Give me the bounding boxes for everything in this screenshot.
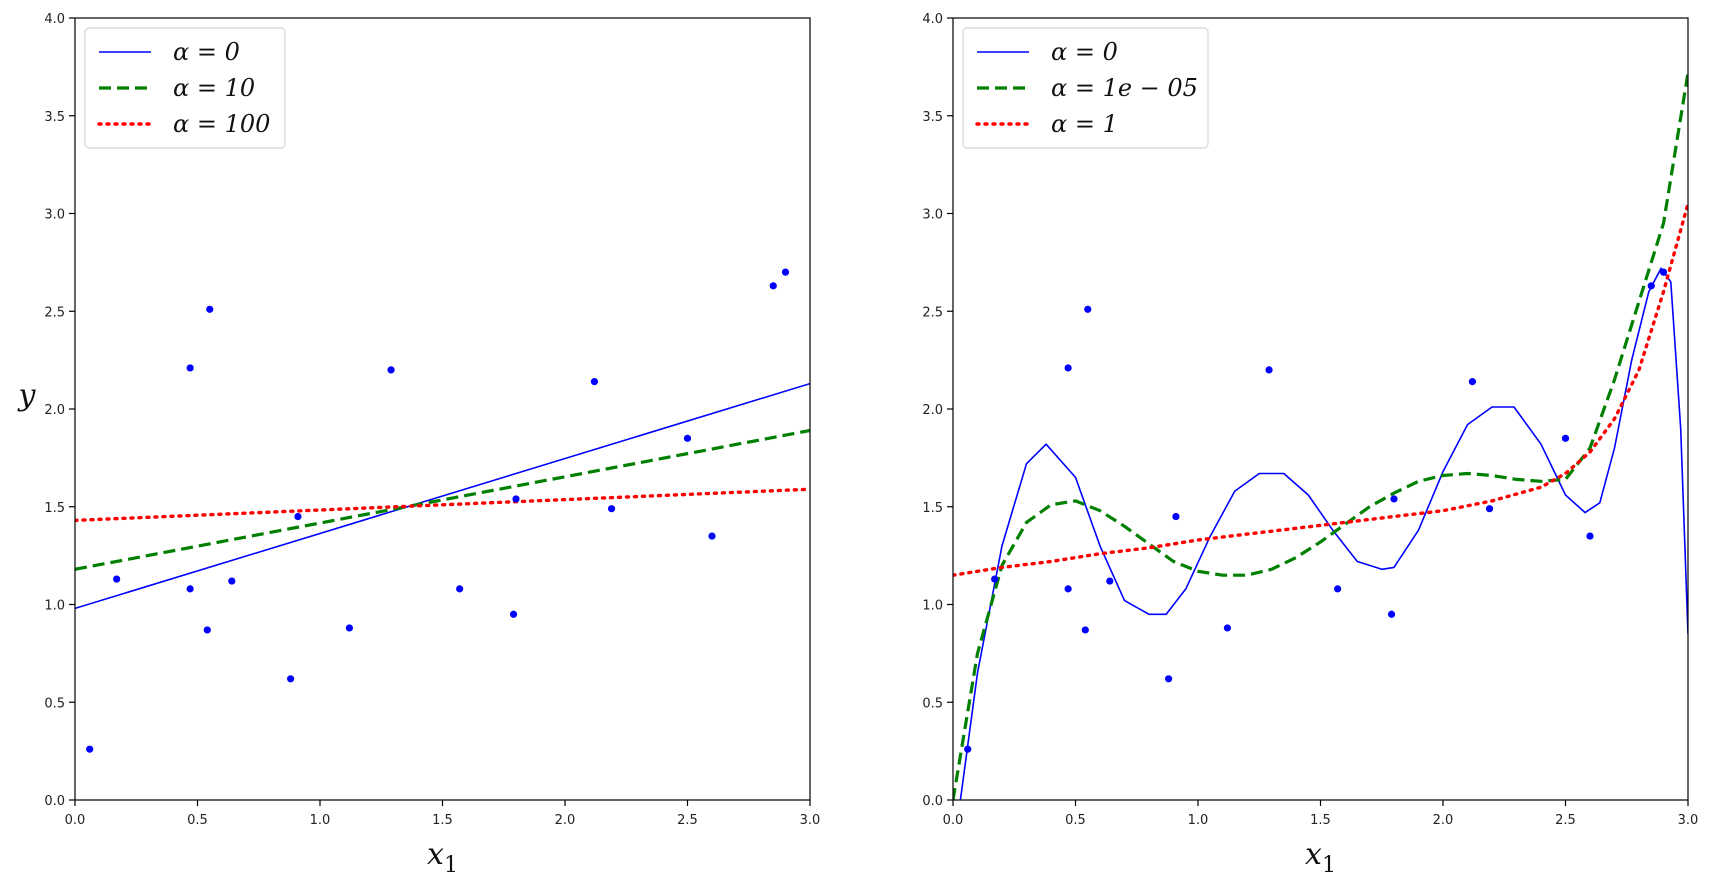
left-chart-panel: 0.0 0.5 1.0 1.5 2.0 2.5 3.0 0.0 0.5 1.0 1.5 2.0 2.5 3… [17,12,821,878]
series-line-solid [959,267,1688,800]
data-point [1064,585,1072,593]
plot-area [953,72,1688,800]
legend-label: α = 1e − 05 [1051,74,1198,102]
data-point [1334,585,1342,593]
data-point [345,624,353,632]
y-tick-label: 0.5 [922,696,943,711]
data-point [1387,610,1396,618]
data-point [607,505,616,513]
x-tick-label: 0.5 [187,813,208,828]
y-tick-label: 1.5 [922,501,943,516]
y-tick-label: 0.5 [44,696,65,711]
data-point [1265,366,1273,374]
y-tick-label: 3.0 [922,208,943,223]
right-chart-panel: 0.0 0.5 1.0 1.5 2.0 2.5 3.0 0.0 0.5 1.0 1.5 2.0 2.5 3… [922,12,1698,878]
data-point [769,282,777,290]
y-tick-label: 3.0 [44,208,65,223]
data-point [1165,675,1173,683]
x-tick-label: 2.5 [677,813,698,828]
x-tick-label: 0.5 [1065,813,1086,828]
data-point [1586,532,1594,540]
legend: α = 0 α = 1e − 05 α = 1 [962,27,1209,149]
data-point [387,366,395,374]
data-point [964,745,972,753]
data-point [1106,577,1114,585]
x-tick-label: 3.0 [1678,813,1699,828]
x-tick-label: 1.0 [310,813,331,828]
y-tick-label: 0.0 [922,794,943,809]
data-point [186,585,194,593]
x-axis-label-subscript: 1 [444,853,458,878]
x-tick-label: 2.0 [555,813,576,828]
x-tick-label: 1.0 [1188,813,1209,828]
y-tick-label: 0.0 [44,794,65,809]
data-point [113,575,121,583]
plot-area [75,268,810,753]
y-tick-label: 3.5 [922,110,943,125]
x-tick-label: 2.0 [1433,813,1454,828]
legend-label: α = 10 [173,74,255,102]
data-point [206,305,214,313]
data-point [86,745,94,753]
data-point [228,577,236,585]
data-point [991,575,999,583]
data-point [708,532,716,540]
x-axis-label: x1 [1305,837,1336,878]
legend-box [962,27,1209,149]
data-point [203,626,211,634]
data-point [186,364,194,372]
series-line-dotted [75,487,810,523]
data-point [287,675,295,683]
legend-label: α = 1 [1051,110,1118,138]
data-point [683,434,692,442]
y-tick-label: 2.0 [922,403,943,418]
data-point [294,512,302,521]
data-point [456,585,464,593]
legend-label: α = 0 [173,38,240,66]
x-tick-label: 1.5 [432,813,453,828]
data-point [1485,505,1494,513]
data-point [1659,268,1668,276]
y-tick-label: 2.0 [44,403,65,418]
data-point [1561,434,1570,442]
x-tick-label: 1.5 [1310,813,1331,828]
x-tick-label: 0.0 [65,813,86,828]
y-tick-label: 2.5 [922,305,943,320]
data-point [1223,624,1231,632]
y-tick-label: 4.0 [44,12,65,27]
x-axis-label: x1 [427,837,458,878]
data-point [1468,378,1476,386]
y-tick-label: 4.0 [922,12,943,27]
x-tick-label: 2.5 [1555,813,1576,828]
series-line-dashed [953,72,1688,800]
data-point [1647,282,1655,290]
series-line-dotted [953,202,1688,577]
x-axis-label-subscript: 1 [1322,853,1336,878]
y-axis-label: y [17,378,37,413]
legend-label: α = 100 [173,110,270,138]
data-point [1172,512,1180,521]
data-point [512,495,520,503]
series-line-solid [75,382,810,610]
legend: α = 0 α = 10 α = 100 [84,27,286,149]
data-point [509,610,518,618]
y-tick-label: 2.5 [44,305,65,320]
y-tick-label: 1.0 [922,599,943,614]
data-point [781,268,790,276]
y-tick-label: 1.5 [44,501,65,516]
legend-label: α = 0 [1051,38,1118,66]
data-point [1390,495,1398,503]
x-tick-label: 0.0 [943,813,964,828]
data-point [1081,626,1089,634]
y-tick-label: 3.5 [44,110,65,125]
legend-box [84,27,286,149]
data-point [1084,305,1092,313]
series-line-dashed [75,428,810,571]
data-point [1064,364,1072,372]
x-tick-label: 3.0 [800,813,821,828]
y-tick-label: 1.0 [44,599,65,614]
data-point [590,378,599,386]
